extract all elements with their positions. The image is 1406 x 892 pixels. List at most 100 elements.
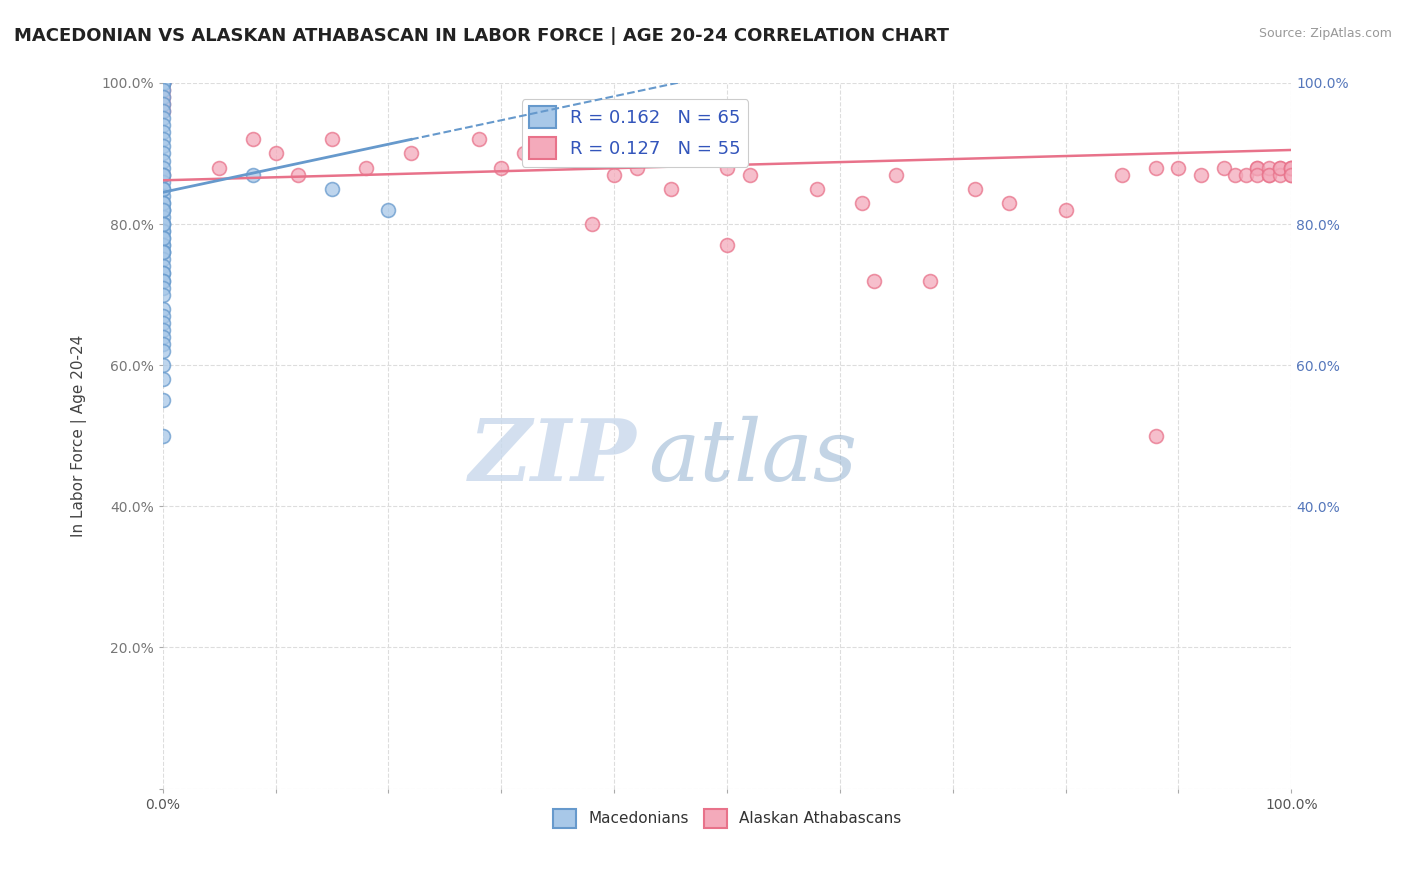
Point	[581, 217, 603, 231]
Point	[513, 146, 536, 161]
Point	[152, 83, 174, 97]
Point	[1246, 168, 1268, 182]
Point	[1279, 168, 1302, 182]
Point	[152, 125, 174, 139]
Point	[152, 231, 174, 245]
Point	[152, 76, 174, 90]
Point	[152, 245, 174, 260]
Point	[152, 260, 174, 274]
Point	[152, 301, 174, 316]
Point	[1054, 202, 1077, 217]
Point	[1246, 161, 1268, 175]
Point	[716, 238, 738, 252]
Point	[152, 372, 174, 386]
Point	[152, 76, 174, 90]
Point	[152, 195, 174, 210]
Point	[152, 238, 174, 252]
Point	[491, 161, 513, 175]
Point	[152, 182, 174, 196]
Point	[1268, 168, 1291, 182]
Point	[1223, 168, 1246, 182]
Point	[152, 280, 174, 294]
Point	[152, 231, 174, 245]
Point	[152, 358, 174, 372]
Point	[152, 267, 174, 281]
Point	[1268, 161, 1291, 175]
Point	[152, 245, 174, 260]
Point	[152, 337, 174, 351]
Point	[1279, 161, 1302, 175]
Point	[851, 195, 873, 210]
Point	[152, 175, 174, 189]
Point	[152, 210, 174, 224]
Point	[152, 202, 174, 217]
Point	[208, 161, 231, 175]
Point	[321, 132, 343, 146]
Point	[152, 76, 174, 90]
Point	[1268, 161, 1291, 175]
Point	[152, 146, 174, 161]
Point	[1257, 161, 1279, 175]
Point	[354, 161, 377, 175]
Point	[716, 161, 738, 175]
Point	[152, 217, 174, 231]
Text: MACEDONIAN VS ALASKAN ATHABASCAN IN LABOR FORCE | AGE 20-24 CORRELATION CHART: MACEDONIAN VS ALASKAN ATHABASCAN IN LABO…	[14, 27, 949, 45]
Point	[1111, 168, 1133, 182]
Point	[152, 132, 174, 146]
Point	[152, 393, 174, 408]
Point	[152, 182, 174, 196]
Point	[152, 168, 174, 182]
Point	[1189, 168, 1212, 182]
Point	[152, 97, 174, 112]
Point	[152, 316, 174, 330]
Point	[242, 132, 264, 146]
Point	[152, 273, 174, 287]
Point	[152, 217, 174, 231]
Point	[965, 182, 987, 196]
Point	[152, 76, 174, 90]
Point	[152, 83, 174, 97]
Point	[626, 161, 648, 175]
Point	[152, 344, 174, 359]
Point	[659, 182, 682, 196]
Point	[152, 267, 174, 281]
Point	[152, 118, 174, 132]
Point	[1212, 161, 1234, 175]
Point	[1246, 161, 1268, 175]
Point	[603, 168, 626, 182]
Point	[1279, 161, 1302, 175]
Text: Source: ZipAtlas.com: Source: ZipAtlas.com	[1258, 27, 1392, 40]
Text: ZIP: ZIP	[468, 415, 637, 499]
Point	[998, 195, 1021, 210]
Point	[152, 76, 174, 90]
Point	[1167, 161, 1189, 175]
Point	[1144, 161, 1167, 175]
Point	[152, 168, 174, 182]
Legend: Macedonians, Alaskan Athabascans: Macedonians, Alaskan Athabascans	[547, 803, 907, 834]
Point	[152, 112, 174, 126]
Point	[242, 168, 264, 182]
Point	[152, 330, 174, 344]
Point	[152, 238, 174, 252]
Point	[152, 309, 174, 323]
Point	[152, 90, 174, 104]
Point	[886, 168, 908, 182]
Point	[1257, 168, 1279, 182]
Point	[1257, 168, 1279, 182]
Point	[152, 252, 174, 267]
Point	[152, 76, 174, 90]
Point	[152, 76, 174, 90]
Point	[152, 168, 174, 182]
Point	[738, 168, 761, 182]
Point	[152, 97, 174, 112]
Point	[152, 139, 174, 153]
Point	[287, 168, 309, 182]
Point	[152, 224, 174, 238]
Point	[1144, 428, 1167, 442]
Point	[862, 273, 884, 287]
Point	[152, 161, 174, 175]
Point	[152, 273, 174, 287]
Point	[468, 132, 491, 146]
Point	[152, 76, 174, 90]
Point	[1279, 161, 1302, 175]
